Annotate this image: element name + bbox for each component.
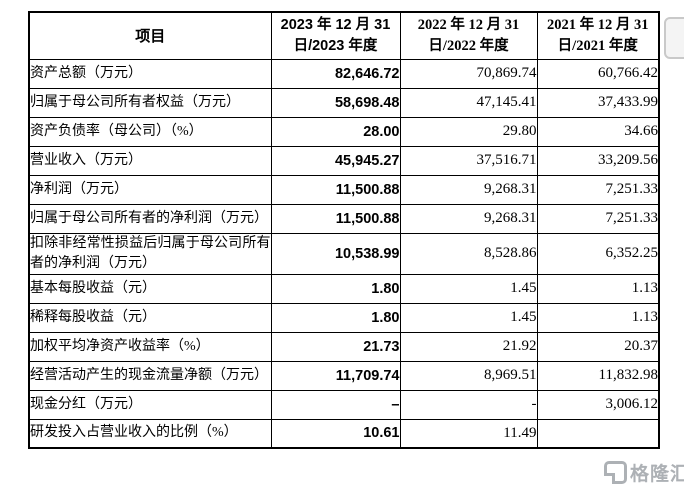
value-2021: 1.13	[536, 302, 660, 333]
value-2021: 7,251.33	[536, 203, 660, 234]
value-2022: 1.45	[399, 302, 538, 333]
value-2022: 37,516.71	[399, 145, 538, 176]
value-2023: 11,500.88	[270, 174, 401, 205]
table-row: 归属于母公司所有者权益（万元） 58,698.48 47,145.41 37,433.…	[28, 87, 660, 118]
value-2023: 10.61	[270, 418, 401, 449]
row-label: 研发投入占营业收入的比例（%）	[28, 418, 272, 449]
row-label: 营业收入（万元）	[28, 145, 272, 176]
row-label-unit: （元）	[114, 309, 156, 325]
value-2023: 58,698.48	[270, 87, 401, 118]
value-2022: 21.92	[399, 331, 538, 362]
value-2023: 28.00	[270, 116, 401, 147]
value-2022: 8,969.51	[399, 360, 538, 391]
value-2021: 7,251.33	[536, 174, 660, 205]
value-2021: 34.66	[536, 116, 660, 147]
row-label-unit: （%）	[198, 425, 238, 441]
table-row: 经营活动产生的现金流量净额（万元） 11,709.74 8,969.51 11,832…	[28, 360, 660, 391]
header-2021-line2: 日/2021 年度	[557, 37, 638, 54]
value-2022: 9,268.31	[399, 174, 538, 205]
value-2021: 33,209.56	[536, 145, 660, 176]
row-label: 经营活动产生的现金流量净额（万元）	[28, 360, 272, 391]
table-body: 资产总额（万元） 82,646.72 70,869.74 60,766.42 归属于母公…	[28, 58, 660, 449]
header-2021: 2021 年 12 月 31 日/2021 年度	[536, 11, 660, 60]
row-label-unit: （元）	[114, 280, 156, 296]
row-label: 资产总额（万元）	[28, 58, 272, 89]
value-2021: 3,006.12	[536, 389, 660, 420]
row-label-unit: （万元）	[100, 255, 156, 271]
value-2021: 6,352.25	[536, 232, 660, 275]
watermark: 格隆汇	[604, 458, 684, 486]
value-2021: 20.37	[536, 331, 660, 362]
header-2023-line1: 2023 年 12 月 31	[280, 16, 391, 33]
value-2023: 11,709.74	[270, 360, 401, 391]
row-label-unit: （万元）	[212, 210, 268, 226]
value-2022: 8,528.86	[399, 232, 538, 275]
row-label: 归属于母公司所有者的净利润（万元）	[28, 203, 272, 234]
row-label: 扣除非经常性损益后归属于母公司所有者的净利润（万元）	[28, 232, 272, 275]
watermark-text: 格隆汇	[630, 463, 684, 485]
value-2022: -	[399, 389, 538, 420]
header-item: 项目	[28, 11, 272, 60]
value-2023: 82,646.72	[270, 58, 401, 89]
value-2022: 11.49	[399, 418, 538, 449]
row-label: 净利润（万元）	[28, 174, 272, 205]
table-row: 基本每股收益（元） 1.80 1.45 1.13	[28, 273, 660, 304]
row-label-unit: （万元）	[86, 152, 142, 168]
value-2021: 37,433.99	[536, 87, 660, 118]
value-2022: 47,145.41	[399, 87, 538, 118]
header-2022-line1: 2022 年 12 月 31	[417, 16, 520, 33]
value-2021: 1.13	[536, 273, 660, 304]
financial-summary-table-wrap: 项目 2023 年 12 月 31 日/2023 年度 2022 年 12 月 …	[28, 11, 660, 449]
table-header-row: 项目 2023 年 12 月 31 日/2023 年度 2022 年 12 月 …	[28, 11, 660, 60]
row-label: 基本每股收益（元）	[28, 273, 272, 304]
value-2023: –	[270, 389, 401, 420]
row-label: 加权平均净资产收益率（%）	[28, 331, 272, 362]
row-label-unit: （%）	[170, 338, 210, 354]
row-label: 现金分红（万元）	[28, 389, 272, 420]
table-row: 扣除非经常性损益后归属于母公司所有者的净利润（万元） 10,538.99 8,528…	[28, 232, 660, 275]
value-2022: 29.80	[399, 116, 538, 147]
table-row: 研发投入占营业收入的比例（%） 10.61 11.49	[28, 418, 660, 449]
header-2023: 2023 年 12 月 31 日/2023 年度	[270, 11, 401, 60]
table-row: 稀释每股收益（元） 1.80 1.45 1.13	[28, 302, 660, 333]
row-label-unit: （万元）	[184, 94, 240, 110]
clipped-corner-widget	[664, 17, 684, 59]
table-row: 净利润（万元） 11,500.88 9,268.31 7,251.33	[28, 174, 660, 205]
row-label-unit: （万元）	[86, 396, 142, 412]
value-2023: 21.73	[270, 331, 401, 362]
value-2022: 70,869.74	[399, 58, 538, 89]
value-2023: 45,945.27	[270, 145, 401, 176]
header-2021-line1: 2021 年 12 月 31	[547, 16, 649, 33]
value-2023: 1.80	[270, 273, 401, 304]
value-2022: 1.45	[399, 273, 538, 304]
header-2023-line2: 日/2023 年度	[293, 37, 378, 54]
row-label-unit: （万元）	[72, 181, 128, 197]
value-2022: 9,268.31	[399, 203, 538, 234]
value-2021: 11,832.98	[536, 360, 660, 391]
row-label-unit: （万元）	[86, 65, 142, 81]
row-label: 稀释每股收益（元）	[28, 302, 272, 333]
table-row: 资产总额（万元） 82,646.72 70,869.74 60,766.42	[28, 58, 660, 89]
gelonghui-logo-icon	[604, 460, 627, 484]
header-2022: 2022 年 12 月 31 日/2022 年度	[399, 11, 538, 60]
header-2022-line2: 日/2022 年度	[428, 37, 509, 54]
value-2023: 10,538.99	[270, 232, 401, 275]
value-2023: 1.80	[270, 302, 401, 333]
table-row: 营业收入（万元） 45,945.27 37,516.71 33,209.56	[28, 145, 660, 176]
row-label-unit: （万元）	[212, 367, 268, 383]
value-2021	[536, 418, 660, 449]
value-2023: 11,500.88	[270, 203, 401, 234]
value-2021: 60,766.42	[536, 58, 660, 89]
row-label-unit: （%）	[170, 123, 203, 139]
table-row: 加权平均净资产收益率（%） 21.73 21.92 20.37	[28, 331, 660, 362]
table-row: 现金分红（万元） – -3,006.12	[28, 389, 660, 420]
table-row: 资产负债率（母公司）（%） 28.00 29.80 34.66	[28, 116, 660, 147]
financial-summary-table: 项目 2023 年 12 月 31 日/2023 年度 2022 年 12 月 …	[28, 11, 660, 449]
row-label: 归属于母公司所有者权益（万元）	[28, 87, 272, 118]
row-label: 资产负债率（母公司）（%）	[28, 116, 272, 147]
table-row: 归属于母公司所有者的净利润（万元） 11,500.88 9,268.31 7,251.…	[28, 203, 660, 234]
